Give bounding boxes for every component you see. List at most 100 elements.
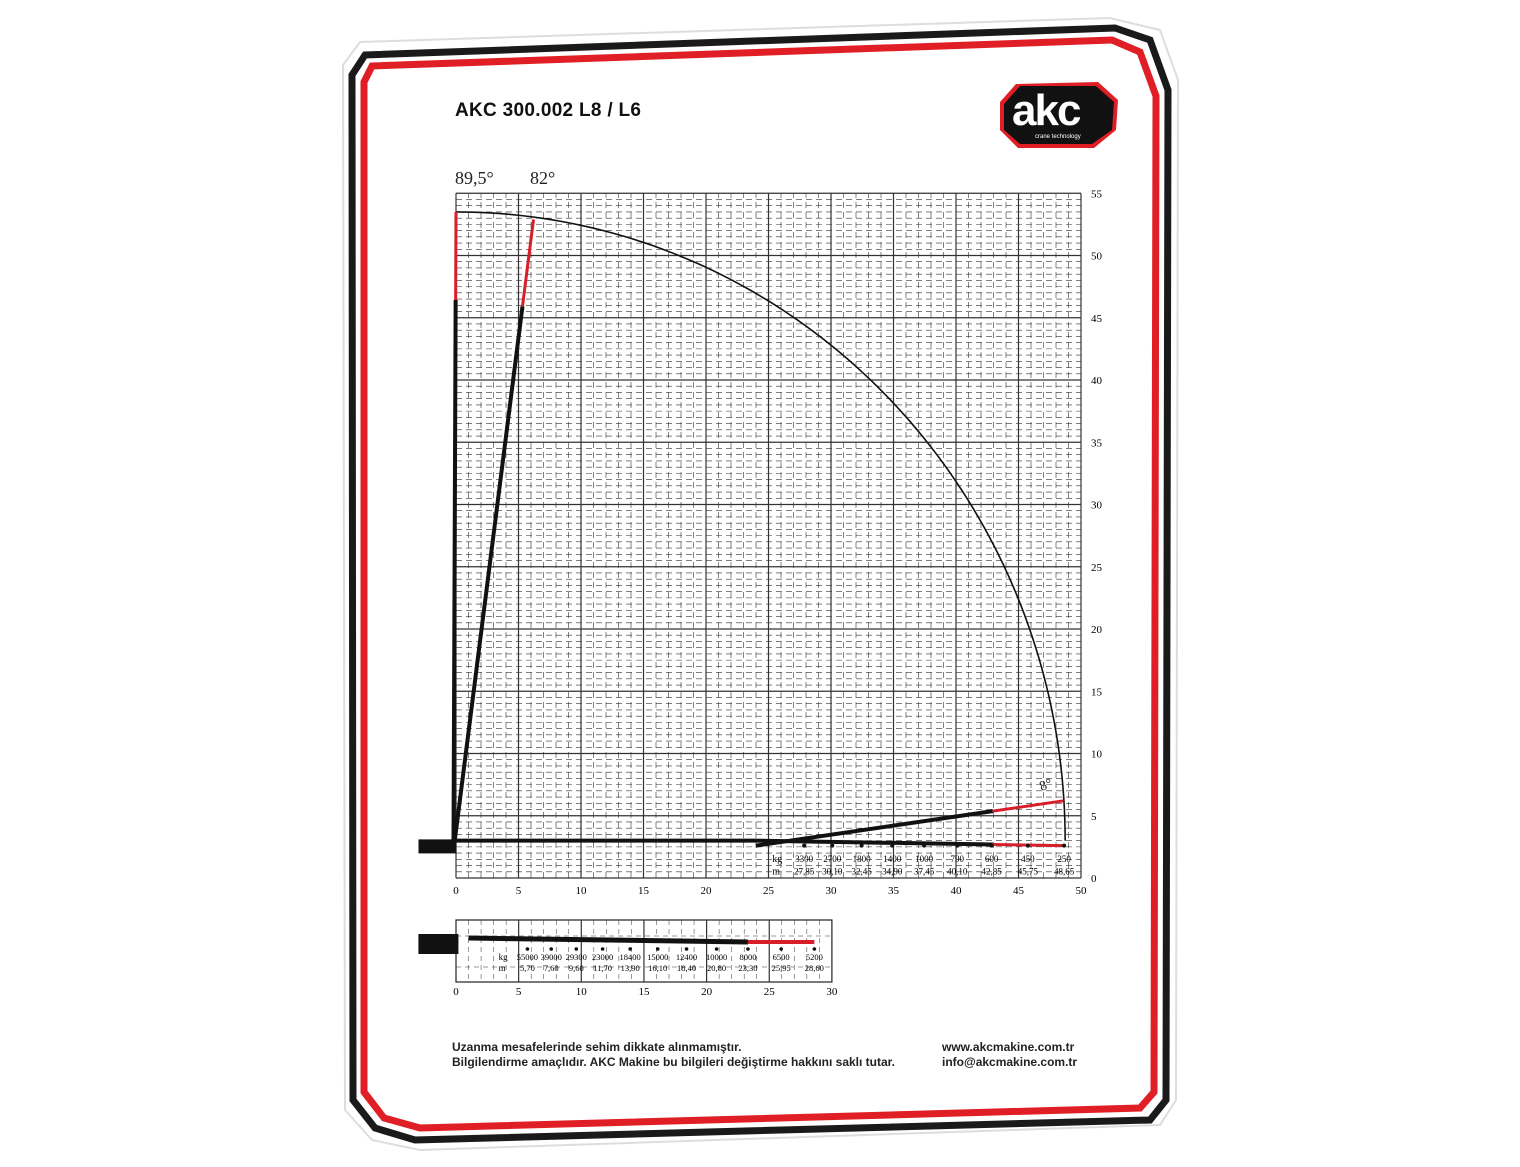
y-tick-label: 35 (1091, 437, 1103, 449)
load-point (802, 843, 807, 848)
boom-8deg-tip (992, 799, 1064, 813)
load-kg: 3300 (795, 854, 814, 864)
load-point (779, 947, 783, 951)
website-link[interactable]: www.akcmakine.com.tr (942, 1040, 1075, 1054)
red-border (360, 36, 1160, 1132)
load-point (989, 843, 994, 848)
x-tick-label: 40 (951, 885, 963, 897)
x-tick-label: 0 (453, 885, 459, 897)
load-kg: 6500 (773, 952, 790, 962)
load-kg: 2700 (823, 854, 842, 864)
load-point (574, 947, 579, 951)
load-m: 40,10 (947, 866, 968, 876)
y-tick-label: 15 (1091, 686, 1103, 698)
boom-vertical (451, 299, 458, 841)
x-tick-label: 15 (638, 986, 650, 998)
load-kg: 8000 (739, 952, 756, 962)
boom-8deg (755, 809, 994, 848)
x-tick-label: 45 (1013, 885, 1025, 897)
load-m: 25,95 (772, 963, 791, 973)
crane-base (418, 839, 457, 854)
load-point (549, 947, 554, 951)
boom-82deg (452, 306, 525, 841)
load-kg: 29300 (566, 952, 587, 962)
y-tick-label: 45 (1091, 313, 1103, 325)
load-kg: 15000 (647, 952, 668, 962)
load-point (600, 947, 605, 951)
y-tick-label: 30 (1091, 500, 1103, 512)
x-tick-label: 35 (888, 885, 900, 897)
footer-note-2: Bilgilendirme amaçlıdır. AKC Makine bu b… (452, 1055, 896, 1069)
load-kg: 5200 (806, 952, 823, 962)
load-m: 34,90 (882, 866, 903, 876)
load-m: 5,70 (520, 963, 535, 973)
load-m: 11,70 (593, 963, 612, 973)
load-kg: 600 (985, 854, 999, 864)
angle-label-steep: 82° (530, 168, 556, 188)
load-kg: 18400 (620, 952, 641, 962)
load-m: 42,85 (982, 866, 1003, 876)
x-tick-label: 10 (576, 885, 588, 897)
y-tick-label: 10 (1091, 749, 1103, 761)
load-kg: 55000 (517, 952, 538, 962)
load-point (812, 947, 817, 951)
load-point (1062, 843, 1067, 848)
y-tick-label: 20 (1091, 624, 1103, 636)
footer-notes: Uzanma mesafelerinde sehim dikkate alınm… (452, 1040, 895, 1070)
boom-82deg-tip (520, 219, 535, 307)
working-envelope (455, 211, 1066, 841)
load-m: 13,90 (621, 963, 640, 973)
load-m: 16,10 (648, 963, 667, 973)
load-point (922, 843, 927, 848)
y-tick-label: 40 (1091, 375, 1103, 387)
x-tick-label: 30 (826, 986, 838, 998)
load-m: 48,65 (1054, 866, 1075, 876)
footer-note-1: Uzanma mesafelerinde sehim dikkate alınm… (452, 1040, 742, 1054)
email-link[interactable]: info@akcmakine.com.tr (942, 1055, 1078, 1069)
load-point (1025, 843, 1030, 848)
angle-label-vertical: 89,5° (455, 168, 494, 188)
load-m: 27,85 (794, 866, 815, 876)
row-label-kg: kg (499, 952, 509, 962)
load-m: 32,45 (852, 866, 873, 876)
x-tick-label: 0 (453, 986, 459, 998)
load-kg: 250 (1057, 854, 1071, 864)
load-point (655, 947, 660, 951)
load-kg: 450 (1021, 854, 1035, 864)
load-m: 30,10 (822, 866, 843, 876)
load-kg: 12400 (676, 952, 697, 962)
y-tick-label: 55 (1091, 188, 1103, 200)
load-kg: 10000 (706, 952, 727, 962)
x-tick-label: 25 (764, 986, 776, 998)
y-tick-label: 0 (1091, 873, 1097, 885)
black-border (348, 24, 1172, 1144)
y-tick-label: 5 (1091, 811, 1097, 823)
x-tick-label: 5 (516, 986, 522, 998)
load-kg: 790 (951, 854, 965, 864)
load-point (684, 947, 689, 951)
x-tick-label: 20 (701, 986, 713, 998)
load-m: 9,60 (569, 963, 584, 973)
load-kg: 1400 (883, 854, 902, 864)
x-tick-label: 25 (763, 885, 775, 897)
x-tick-label: 10 (576, 986, 588, 998)
outer-border (341, 16, 1180, 1152)
load-point (890, 843, 895, 848)
y-tick-label: 50 (1091, 251, 1103, 263)
load-m: 23,30 (738, 963, 757, 973)
load-m: 7,60 (544, 963, 559, 973)
load-kg: 1000 (915, 854, 934, 864)
akc-logo (1000, 82, 1118, 148)
row-label-m: m (772, 866, 780, 877)
load-point (746, 947, 750, 951)
y-tick-label: 25 (1091, 562, 1103, 574)
row-label-m: m (499, 963, 506, 973)
boom-horizontal (468, 935, 748, 945)
load-kg: 1800 (853, 854, 872, 864)
crane-base (418, 934, 459, 954)
logo-subtitle: crane technology (1035, 134, 1081, 140)
x-tick-label: 50 (1076, 885, 1088, 897)
x-tick-label: 5 (516, 885, 522, 897)
